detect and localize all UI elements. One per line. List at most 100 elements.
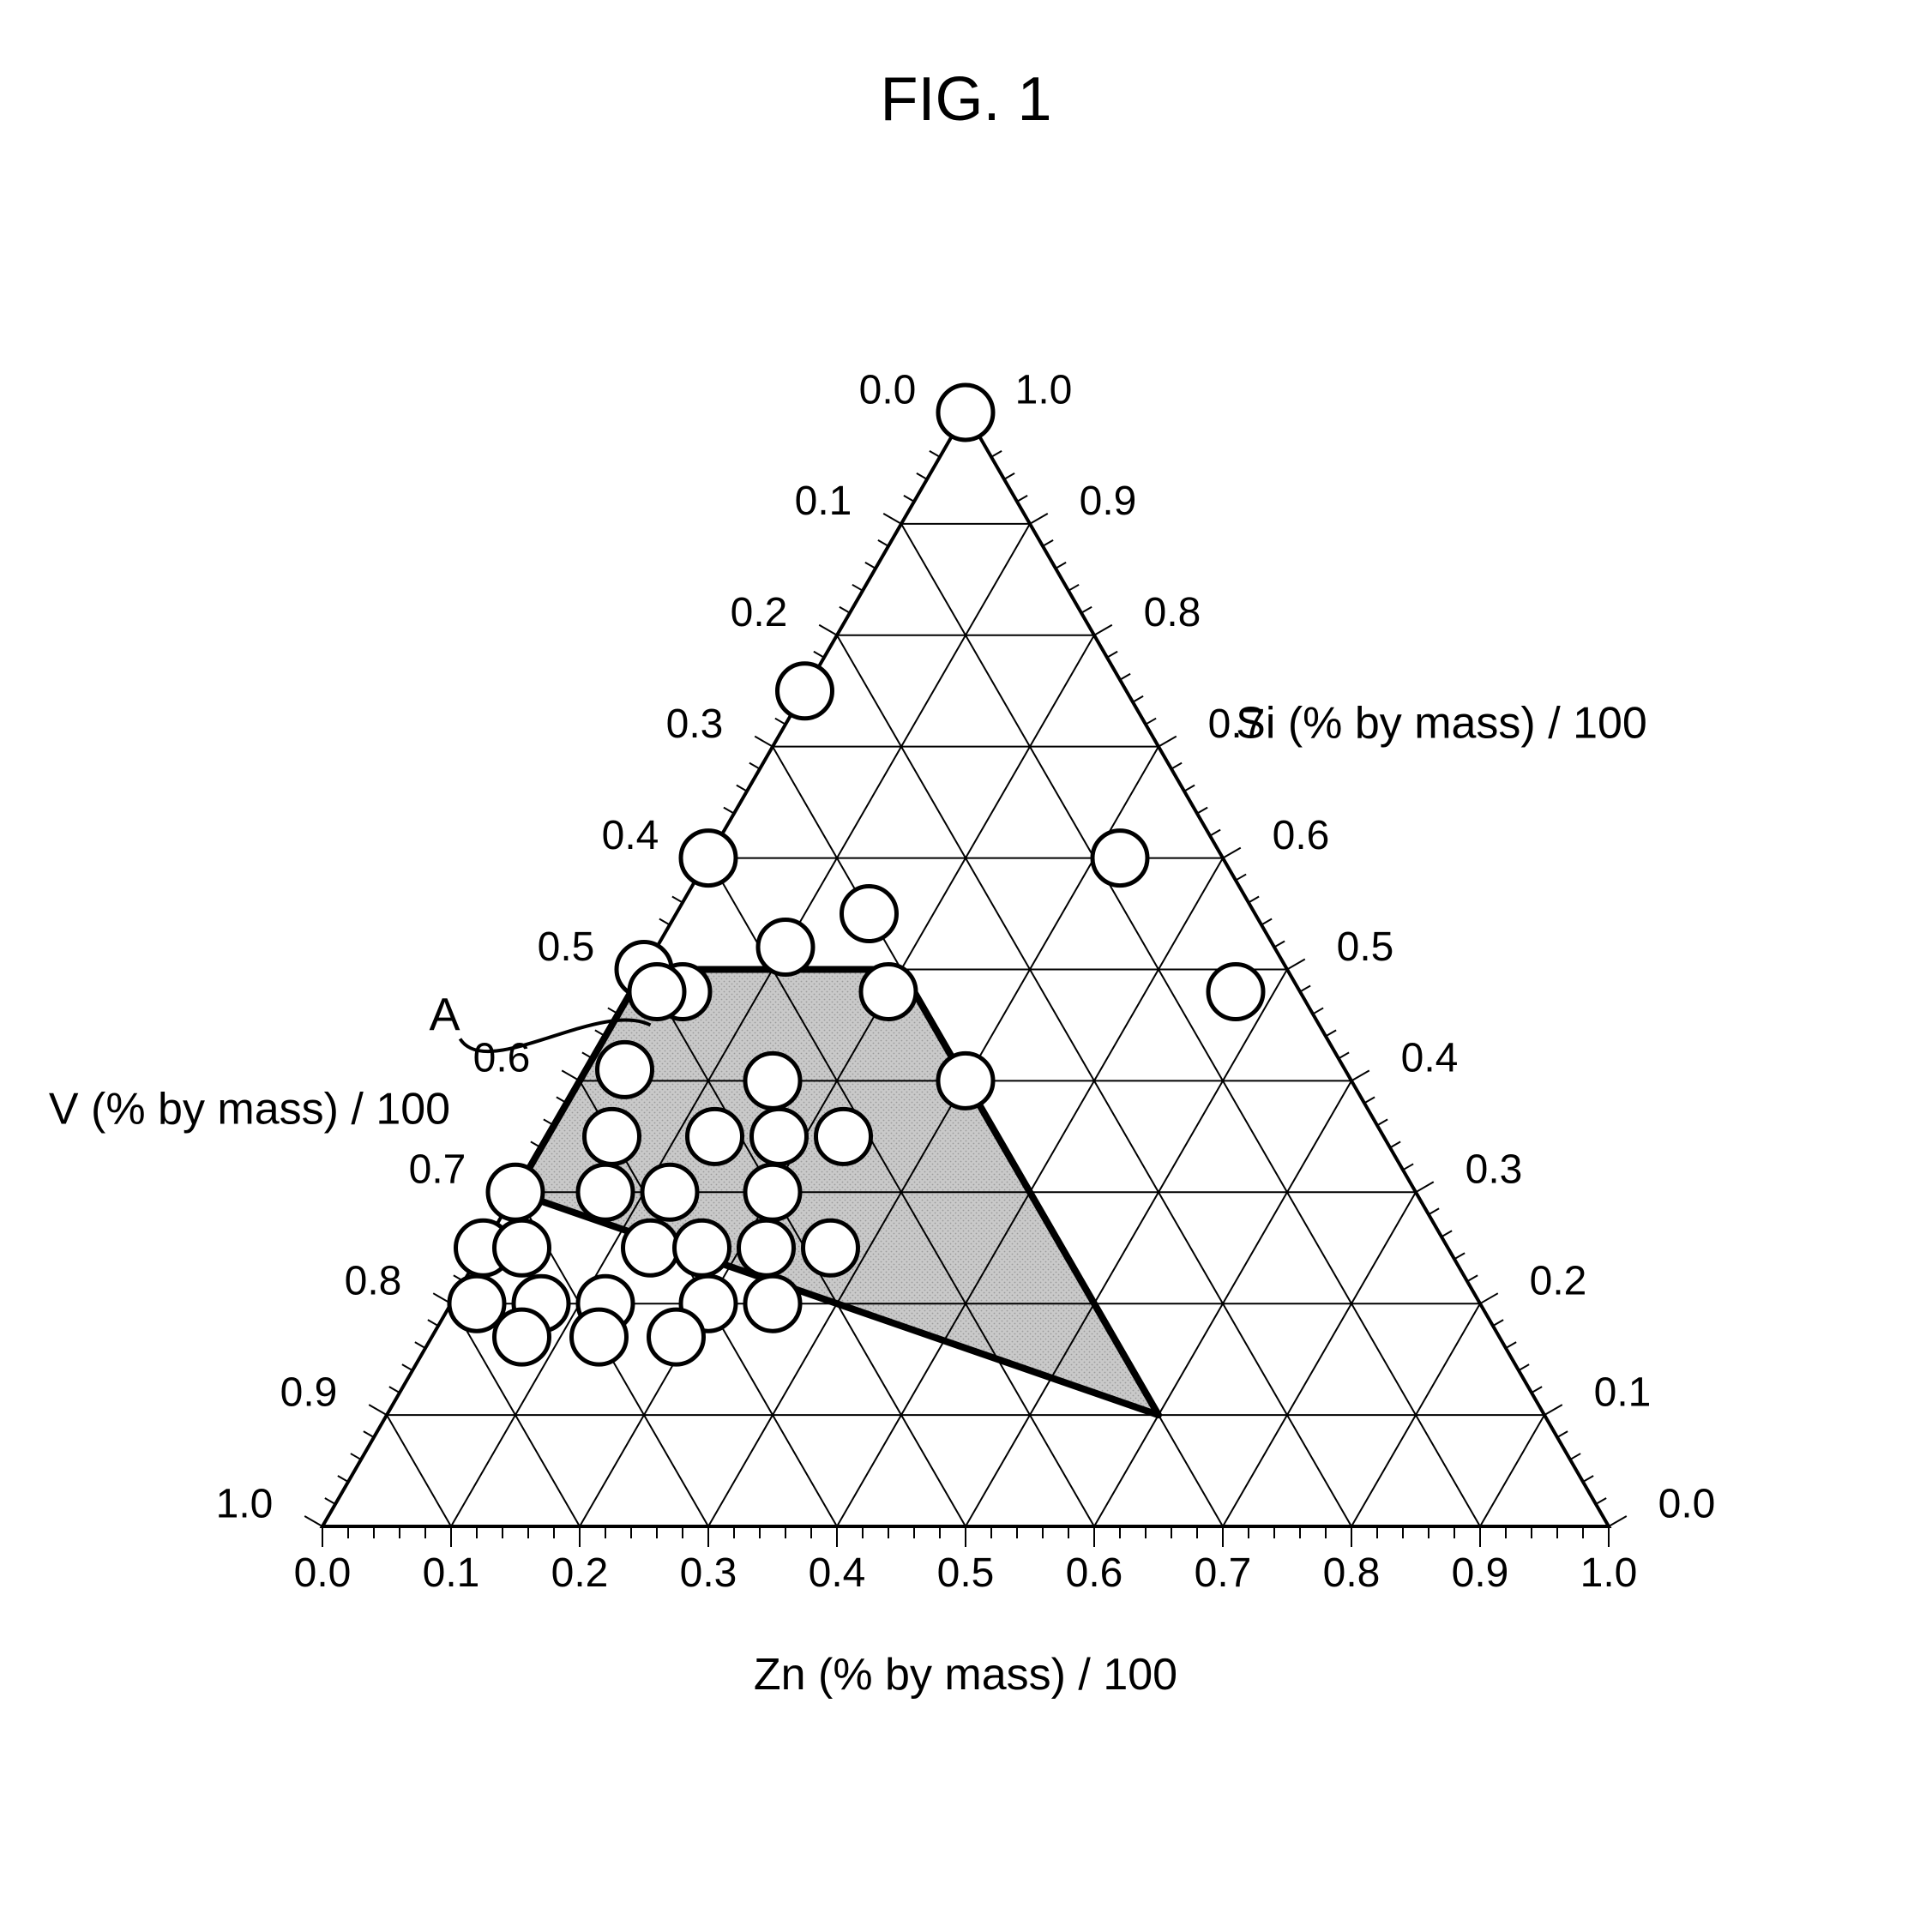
tick-label-v: 0.7: [409, 1147, 466, 1193]
tick-minor: [1017, 496, 1027, 502]
tick-minor: [1146, 719, 1156, 725]
data-point: [739, 1220, 794, 1275]
tick-minor: [1532, 1387, 1542, 1393]
data-point: [488, 1165, 543, 1219]
tick-minor: [1583, 1476, 1593, 1482]
tick-major: [562, 1070, 580, 1080]
tick-minor: [659, 919, 670, 925]
tick-minor: [415, 1342, 425, 1348]
data-point: [1208, 964, 1263, 1019]
data-point: [572, 1309, 627, 1364]
data-point: [495, 1220, 550, 1275]
tick-label-zn: 0.6: [1066, 1550, 1123, 1596]
tick-major: [369, 1405, 387, 1415]
axis-label-v: V (% by mass) / 100: [49, 1084, 450, 1134]
tick-minor: [1364, 1097, 1375, 1103]
tick-label-si: 0.5: [1337, 924, 1394, 970]
tick-label-si: 0.4: [1401, 1036, 1459, 1081]
tick-minor: [1467, 1275, 1478, 1281]
tick-label-si: 0.1: [1594, 1369, 1652, 1415]
tick-minor: [351, 1454, 361, 1460]
tick-label-v: 0.9: [280, 1369, 338, 1415]
tick-minor: [904, 496, 914, 502]
tick-minor: [1004, 473, 1014, 479]
tick-minor: [672, 897, 683, 903]
tick-label-si: 0.0: [1658, 1481, 1716, 1526]
gridline-zn: [1223, 1192, 1416, 1526]
tick-label-v: 0.4: [602, 813, 659, 858]
data-point: [1092, 831, 1147, 886]
tick-minor: [325, 1498, 335, 1504]
tick-minor: [724, 808, 734, 814]
data-point: [681, 831, 736, 886]
tick-minor: [930, 451, 940, 457]
data-point: [938, 1053, 993, 1108]
tick-major: [304, 1516, 322, 1526]
tick-label-zn: 0.8: [1323, 1550, 1381, 1596]
data-point: [598, 1042, 653, 1097]
gridline-zn: [451, 524, 1030, 1526]
tick-minor: [1133, 696, 1143, 702]
tick-label-v: 0.3: [666, 701, 724, 747]
tick-minor: [1081, 607, 1092, 613]
tick-label-si: 1.0: [1015, 367, 1073, 412]
tick-label-zn: 0.1: [423, 1550, 480, 1596]
data-point: [585, 1109, 640, 1164]
tick-minor: [1274, 942, 1285, 948]
tick-minor: [1390, 1141, 1400, 1147]
tick-major: [819, 625, 837, 635]
gridline-v: [387, 1415, 451, 1526]
tick-major: [1094, 625, 1112, 635]
tick-minor: [338, 1476, 348, 1482]
ternary-diagram: 0.00.10.20.30.40.50.60.70.80.91.01.00.90…: [0, 0, 1932, 1932]
tick-minor: [1197, 808, 1207, 814]
tick-minor: [1429, 1208, 1439, 1214]
tick-minor: [775, 719, 785, 725]
tick-minor: [364, 1431, 374, 1437]
tick-minor: [865, 563, 876, 569]
data-point: [758, 920, 813, 975]
tick-minor: [1313, 1008, 1323, 1014]
tick-minor: [1261, 919, 1272, 925]
tick-minor: [852, 585, 863, 591]
axis-label-zn: Zn (% by mass) / 100: [754, 1650, 1177, 1700]
tick-label-v: 1.0: [216, 1481, 274, 1526]
tick-major: [755, 737, 773, 747]
tick-minor: [749, 763, 760, 769]
tick-major: [1480, 1293, 1498, 1303]
tick-major: [1609, 1516, 1627, 1526]
tick-major: [1544, 1405, 1562, 1415]
data-point: [642, 1165, 697, 1219]
data-point: [816, 1109, 871, 1164]
data-point: [495, 1309, 550, 1364]
data-point: [803, 1220, 858, 1275]
data-point: [688, 1109, 743, 1164]
tick-major: [1223, 848, 1241, 858]
tick-minor: [1236, 875, 1246, 881]
data-point: [861, 964, 916, 1019]
data-point: [745, 1276, 800, 1331]
data-point: [623, 1220, 678, 1275]
tick-minor: [1493, 1320, 1503, 1326]
tick-minor: [1300, 985, 1310, 991]
tick-major: [1351, 1070, 1369, 1080]
tick-minor: [1068, 585, 1079, 591]
data-point: [675, 1220, 730, 1275]
tick-major: [1416, 1182, 1434, 1192]
tick-label-zn: 1.0: [1580, 1550, 1638, 1596]
tick-label-si: 0.6: [1273, 813, 1330, 858]
tick-major: [883, 514, 901, 524]
data-point: [745, 1053, 800, 1108]
tick-label-zn: 0.9: [1452, 1550, 1509, 1596]
tick-minor: [1326, 1030, 1336, 1036]
tick-major: [1287, 959, 1305, 969]
gridline-zn: [1480, 1415, 1544, 1526]
tick-minor: [1377, 1119, 1387, 1125]
tick-label-si: 0.8: [1144, 590, 1201, 635]
tick-minor: [1570, 1454, 1580, 1460]
tick-minor: [814, 652, 824, 658]
annotation-a-label: A: [429, 989, 460, 1040]
tick-minor: [389, 1387, 400, 1393]
data-point: [778, 664, 833, 719]
tick-minor: [1454, 1253, 1465, 1259]
